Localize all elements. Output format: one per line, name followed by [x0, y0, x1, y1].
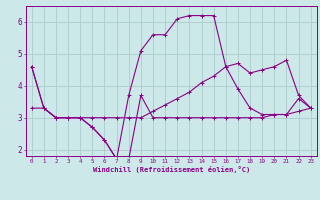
X-axis label: Windchill (Refroidissement éolien,°C): Windchill (Refroidissement éolien,°C) — [92, 166, 250, 173]
